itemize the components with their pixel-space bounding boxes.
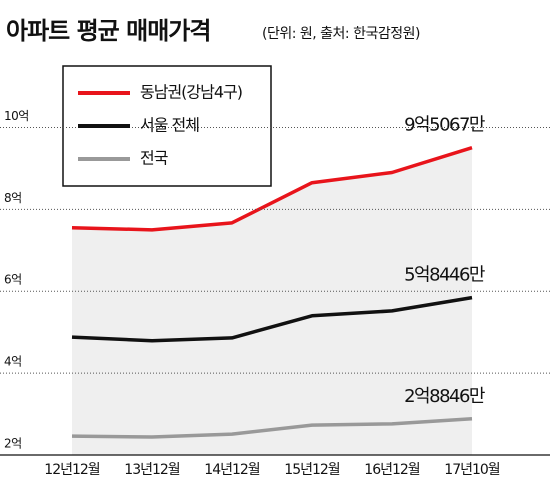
chart-subtitle: (단위: 원, 출처: 한국감정원) <box>262 26 420 42</box>
value-label: 9억5067만 <box>404 115 485 136</box>
y-tick-label: 6억 <box>4 273 22 287</box>
chart-title: 아파트 평균 매매가격 <box>6 17 210 45</box>
plot: 9억5067만 5억8446만 2억8846만 <box>71 115 486 455</box>
x-tick-label: 17년10월 <box>444 462 500 478</box>
series-line <box>71 145 473 232</box>
x-tick-label: 16년12월 <box>364 462 420 478</box>
series-line <box>71 295 473 343</box>
x-tick-label: 13년12월 <box>124 462 180 478</box>
y-tick-label: 4억 <box>4 355 22 369</box>
value-label: 2억8846만 <box>404 386 485 407</box>
legend-label: 전국 <box>140 149 168 168</box>
area-shade <box>72 147 472 455</box>
y-tick-label: 2억 <box>4 437 22 451</box>
legend-label: 서울 전체 <box>140 116 199 135</box>
y-tick-label: 8억 <box>4 191 22 205</box>
series-line <box>71 417 473 439</box>
value-label: 5억8446만 <box>404 265 485 286</box>
y-tick-label: 10억 <box>4 109 29 123</box>
legend-label: 동남권(강남4구) <box>140 83 242 102</box>
x-tick-label: 12년12월 <box>44 462 100 478</box>
x-tick-label: 14년12월 <box>204 462 260 478</box>
x-tick-label: 15년12월 <box>284 462 340 478</box>
